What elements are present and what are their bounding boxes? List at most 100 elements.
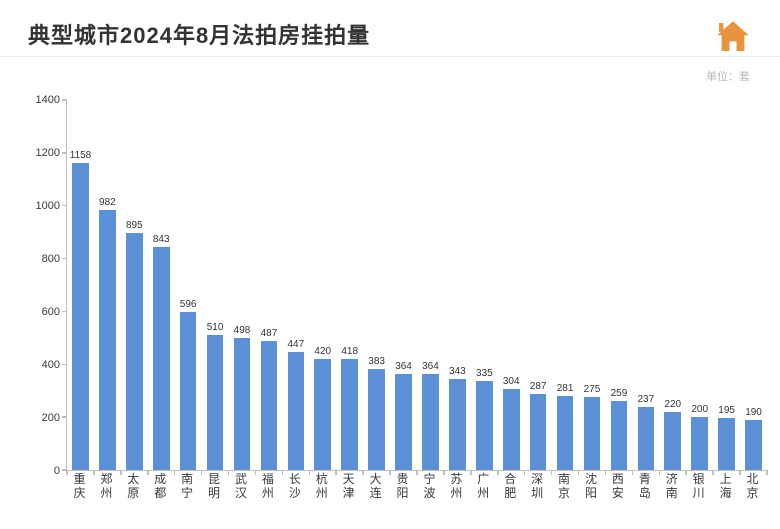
x-category-label: 合肥 <box>503 473 517 501</box>
bar-value-label: 895 <box>126 220 143 231</box>
bar <box>530 394 547 470</box>
y-tick-label: 800 <box>42 253 60 265</box>
x-category-label: 重庆 <box>72 473 86 501</box>
y-tick-label: 1200 <box>36 147 60 159</box>
chart-title: 典型城市2024年8月法拍房挂拍量 <box>28 18 752 50</box>
x-category-label: 南京 <box>557 473 571 501</box>
bar <box>691 417 708 470</box>
x-category-label: 天津 <box>342 473 356 501</box>
bar-value-label: 200 <box>691 404 708 415</box>
bar <box>314 359 331 470</box>
x-category-label: 杭州 <box>315 473 329 501</box>
bar <box>476 381 493 470</box>
unit-label: 单位：套 <box>706 68 750 84</box>
x-category-label: 西安 <box>611 473 625 501</box>
x-category-label: 大连 <box>369 473 383 501</box>
y-tick-mark <box>62 416 67 418</box>
x-category-label: 济南 <box>665 473 679 501</box>
x-category-label: 宁波 <box>422 473 436 501</box>
bar-value-label: 335 <box>476 368 493 379</box>
x-category-label: 银川 <box>692 473 706 501</box>
x-tick-mark <box>766 470 768 475</box>
x-category-label: 苏州 <box>449 473 463 501</box>
x-category-label: 贵阳 <box>396 473 410 501</box>
bar <box>180 312 197 470</box>
y-tick-mark <box>62 205 67 207</box>
x-category-label: 昆明 <box>207 473 221 501</box>
bar <box>718 418 735 470</box>
bar-value-label: 510 <box>207 322 224 333</box>
bar <box>584 397 601 470</box>
bar <box>72 163 89 470</box>
bar-value-label: 343 <box>449 366 466 377</box>
bar <box>341 359 358 470</box>
x-category-label: 北京 <box>746 473 760 501</box>
bar-value-label: 447 <box>288 339 305 350</box>
y-tick-mark <box>62 99 67 101</box>
bar <box>99 210 116 470</box>
bar-value-label: 364 <box>422 361 439 372</box>
bar-value-label: 275 <box>584 384 601 395</box>
bar <box>207 335 224 470</box>
y-tick-label: 1000 <box>36 200 60 212</box>
bar-value-label: 418 <box>341 346 358 357</box>
bar-value-label: 304 <box>503 376 520 387</box>
bar-value-label: 259 <box>611 388 628 399</box>
bar-value-label: 843 <box>153 234 170 245</box>
x-category-label: 长沙 <box>288 473 302 501</box>
bar-value-label: 364 <box>395 361 412 372</box>
bar-value-label: 498 <box>234 325 251 336</box>
bar-value-label: 220 <box>664 399 681 410</box>
bar <box>368 369 385 470</box>
y-tick-label: 0 <box>54 465 60 477</box>
x-category-label: 福州 <box>261 473 275 501</box>
bar <box>664 412 681 470</box>
bar <box>449 379 466 470</box>
bar-value-label: 190 <box>745 407 762 418</box>
house-icon <box>712 16 754 63</box>
bar <box>557 396 574 470</box>
bar <box>745 420 762 470</box>
bar-value-label: 487 <box>261 328 278 339</box>
x-category-label: 青岛 <box>638 473 652 501</box>
y-tick-mark <box>62 152 67 154</box>
x-category-label: 南宁 <box>180 473 194 501</box>
x-category-label: 深圳 <box>530 473 544 501</box>
bar <box>153 247 170 470</box>
bar-value-label: 287 <box>530 381 547 392</box>
bar <box>288 352 305 470</box>
bar-value-label: 195 <box>718 405 735 416</box>
x-category-label: 广州 <box>476 473 490 501</box>
bar <box>395 374 412 470</box>
x-category-label: 上海 <box>719 473 733 501</box>
bar <box>503 389 520 470</box>
bar-value-label: 420 <box>314 346 331 357</box>
y-tick-label: 1400 <box>36 94 60 106</box>
y-tick-label: 400 <box>42 359 60 371</box>
bar-value-label: 596 <box>180 299 197 310</box>
y-tick-label: 600 <box>42 306 60 318</box>
bar-value-label: 383 <box>368 356 385 367</box>
plot-area: 1158 982 895 843 596 510 498 487 447 420 418 383 364… <box>66 100 766 471</box>
y-tick-label: 200 <box>42 412 60 424</box>
x-category-label: 沈阳 <box>584 473 598 501</box>
bar <box>234 338 251 470</box>
bar <box>261 341 278 470</box>
bar-value-label: 1158 <box>70 150 92 161</box>
y-tick-mark <box>62 258 67 260</box>
y-tick-mark <box>62 364 67 366</box>
bar-value-label: 281 <box>557 383 574 394</box>
x-axis: 重庆郑州太原成都南宁昆明武汉福州长沙杭州天津大连贵阳宁波苏州广州合肥深圳南京沈阳… <box>66 471 766 511</box>
y-axis: 0200400600800100012001400 <box>22 100 66 471</box>
y-tick-mark <box>62 311 67 313</box>
x-category-label: 太原 <box>126 473 140 501</box>
bar <box>611 401 628 470</box>
bar <box>638 407 655 470</box>
bar <box>126 233 143 470</box>
bar-value-label: 237 <box>638 394 655 405</box>
bar-value-label: 982 <box>99 197 116 208</box>
x-category-label: 郑州 <box>99 473 113 501</box>
chart-header: 典型城市2024年8月法拍房挂拍量 <box>0 0 780 57</box>
x-category-label: 成都 <box>153 473 167 501</box>
x-category-label: 武汉 <box>234 473 248 501</box>
